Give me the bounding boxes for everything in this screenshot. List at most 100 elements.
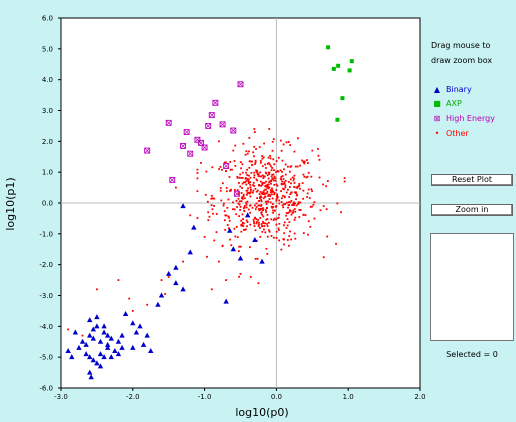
reset-plot-button[interactable]: Reset Plot	[431, 174, 513, 186]
binary-point	[191, 224, 197, 230]
binary-point	[252, 237, 258, 242]
other-point	[267, 200, 269, 203]
other-point	[211, 166, 214, 169]
other-point	[266, 253, 269, 255]
other-point	[284, 173, 287, 176]
other-point	[288, 204, 290, 206]
binary-point	[79, 338, 86, 344]
other-point	[215, 213, 218, 215]
binary-point	[87, 317, 93, 323]
other-point	[306, 196, 308, 198]
other-point	[285, 141, 288, 144]
axp-point	[326, 45, 331, 50]
other-point	[280, 139, 282, 142]
other-point	[261, 165, 264, 168]
other-point	[275, 189, 278, 191]
other-point	[231, 168, 233, 171]
other-point	[325, 185, 328, 188]
other-point	[230, 244, 233, 247]
x-tick-label: 2.0	[414, 393, 425, 401]
other-point	[261, 183, 264, 186]
x-tick-label: 1.0	[343, 393, 354, 401]
other-point	[293, 191, 296, 194]
other-point	[265, 211, 268, 213]
other-point	[317, 154, 320, 157]
other-point	[273, 169, 275, 172]
other-point	[271, 187, 273, 190]
other-point	[272, 219, 275, 221]
legend-label-other: Other	[446, 129, 469, 138]
other-point	[270, 175, 273, 178]
other-point	[260, 200, 263, 203]
high-energy-point	[187, 150, 194, 157]
other-point	[253, 222, 256, 225]
other-point	[299, 209, 302, 211]
other-point	[222, 204, 225, 207]
other-point	[272, 211, 275, 214]
other-point	[292, 202, 295, 205]
other-point	[265, 180, 267, 183]
binary-point	[108, 354, 114, 360]
other-point	[306, 159, 308, 161]
other-point	[296, 165, 299, 168]
data-points	[65, 45, 354, 380]
high-energy-point	[144, 147, 151, 154]
other-point	[96, 288, 98, 291]
high-energy-point	[212, 99, 219, 106]
other-point	[236, 189, 239, 192]
other-point	[207, 211, 210, 214]
other-point	[260, 212, 263, 214]
other-point	[245, 219, 248, 222]
other-point	[256, 189, 259, 192]
zoom-in-button[interactable]: Zoom in	[431, 204, 513, 216]
other-point	[268, 198, 271, 200]
binary-point	[88, 374, 94, 380]
other-point	[237, 192, 240, 195]
binary-point	[76, 344, 82, 350]
other-point	[241, 195, 244, 198]
other-point	[262, 197, 265, 200]
other-point	[288, 201, 290, 204]
other-point	[196, 177, 199, 180]
other-point	[263, 193, 266, 196]
axp-point	[349, 59, 354, 64]
other-point	[253, 171, 256, 174]
other-point	[239, 185, 242, 188]
other-point	[311, 190, 313, 192]
other-point	[249, 176, 252, 179]
other-point	[267, 177, 270, 180]
other-point	[265, 184, 268, 187]
other-point	[252, 218, 255, 221]
other-point	[228, 216, 231, 219]
other-point	[261, 207, 264, 209]
other-point	[294, 210, 297, 213]
other-point	[258, 193, 261, 195]
other-point	[249, 181, 252, 184]
other-point	[297, 137, 299, 140]
axis-ticks: -3.0 -2.0 -1.0 0.0 1.0 2.0 6.0 5.0 4.0 3.0 2.0 1.0 0…	[39, 15, 425, 402]
other-point	[262, 175, 265, 178]
legend-item-high-energy: ⊠ High Energy	[432, 114, 495, 123]
other-point	[263, 189, 265, 192]
other-point	[258, 223, 260, 226]
other-point	[221, 245, 224, 248]
other-point	[295, 204, 298, 207]
binary-point	[97, 338, 104, 344]
other-point	[301, 159, 304, 162]
other-point	[232, 149, 235, 152]
other-point	[285, 212, 288, 214]
other-point	[283, 221, 286, 224]
other-point	[288, 196, 291, 198]
other-point	[277, 216, 280, 219]
other-point	[256, 179, 259, 182]
other-point	[223, 219, 226, 222]
other-point	[266, 225, 269, 227]
other-point	[298, 184, 300, 187]
other-point	[271, 189, 274, 192]
other-point	[288, 221, 291, 223]
other-point	[269, 157, 272, 160]
selection-list[interactable]	[430, 233, 514, 341]
other-point	[239, 173, 242, 176]
high-energy-point	[194, 136, 201, 143]
